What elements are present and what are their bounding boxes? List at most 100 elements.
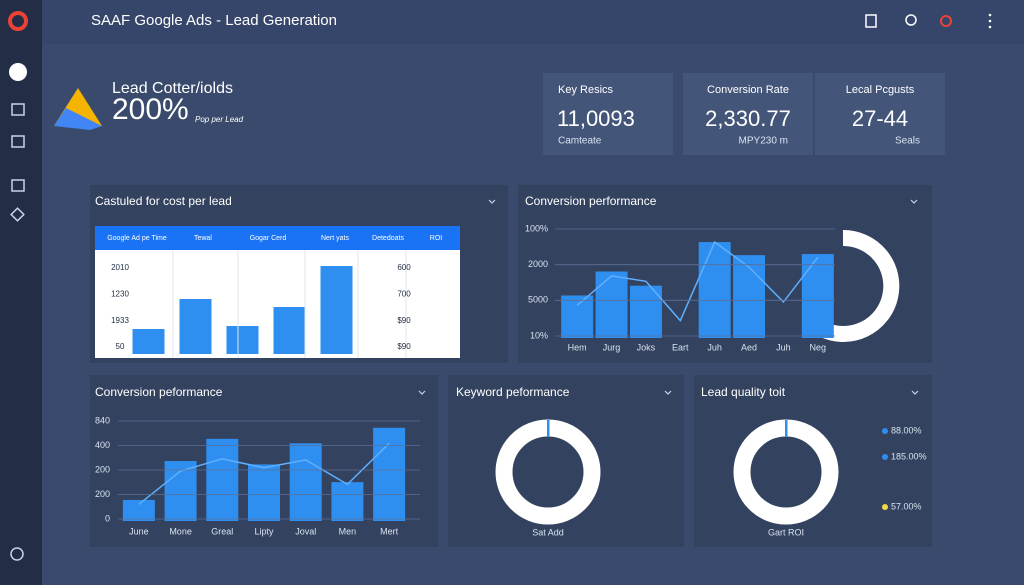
chevron xyxy=(910,199,918,204)
kpi-card xyxy=(683,73,813,155)
line xyxy=(138,442,390,505)
donut xyxy=(818,229,900,342)
search-icon[interactable] xyxy=(905,14,917,26)
donut-caption: Sat Add xyxy=(532,527,564,537)
menu-icon[interactable] xyxy=(988,19,992,23)
bar xyxy=(373,427,406,521)
table-column: Tewal xyxy=(194,235,212,242)
kpi-card xyxy=(543,73,673,155)
x-tick-label: Hem xyxy=(568,342,587,352)
donut-segment xyxy=(547,420,550,437)
y-label: 400 xyxy=(95,440,110,450)
hero-logo xyxy=(54,108,102,130)
legend-swatch xyxy=(882,454,888,460)
x-tick-label: June xyxy=(129,526,149,536)
x-tick-label: Mert xyxy=(380,526,398,536)
table-column: ROI xyxy=(430,235,443,242)
chevron xyxy=(418,390,426,395)
logo[interactable] xyxy=(8,11,28,31)
bar xyxy=(561,295,594,338)
bar xyxy=(595,271,628,338)
bar xyxy=(226,326,259,354)
x-tick-label: Juh xyxy=(776,342,791,352)
y-label: 840 xyxy=(95,415,110,425)
x-tick-label: Joks xyxy=(637,342,656,352)
nav-icon[interactable] xyxy=(11,179,25,192)
kpi-value: 27-44 xyxy=(852,106,908,131)
hero-caption: Pop per Lead xyxy=(195,115,244,124)
panel-title: Lead quality toit xyxy=(701,385,786,399)
bar xyxy=(320,266,353,354)
bar xyxy=(331,482,364,521)
grid-icon[interactable] xyxy=(865,14,877,28)
x-tick-label: Eart xyxy=(672,342,689,352)
charts: Hem Jurg Joks Eart Juh Aed Juh Neg June Mone Greal… xyxy=(122,240,834,536)
donut-caption: Gart ROI xyxy=(768,527,804,537)
bar xyxy=(289,443,322,521)
donut-segment xyxy=(785,420,788,437)
kpi-caption: Seals xyxy=(895,136,920,147)
y-label: 100% xyxy=(525,223,548,233)
legend-label: 57.00% xyxy=(891,501,922,511)
kpi-caption: MPY230 m xyxy=(739,136,788,147)
nav-icon[interactable] xyxy=(10,207,25,222)
table-column: Google Ad pe Time xyxy=(107,235,167,242)
x-tick-label: Lipty xyxy=(254,526,274,536)
kpi-caption: Camteate xyxy=(558,136,602,147)
y-label: 50 xyxy=(116,342,125,351)
sidebar xyxy=(0,0,42,585)
x-tick-label: Juh xyxy=(707,342,722,352)
x-tick-label: Neg xyxy=(810,342,827,352)
chevron xyxy=(664,390,672,395)
y-label: 5000 xyxy=(528,295,548,305)
chevron xyxy=(488,199,496,204)
table-column: Nert yats xyxy=(321,235,350,242)
nav-icon[interactable] xyxy=(9,63,27,81)
y-label: 2010 xyxy=(111,263,129,272)
x-tick-label: Jurg xyxy=(603,342,621,352)
kpi-card xyxy=(815,73,945,155)
app-title: SAAF Google Ads - Lead Generation xyxy=(91,12,337,29)
x-tick-label: Aed xyxy=(741,342,757,352)
table-column: Detedoats xyxy=(372,235,404,242)
kpi-label: Key Resics xyxy=(558,84,614,96)
nav-icon[interactable] xyxy=(11,103,25,116)
bar xyxy=(698,242,731,338)
y-label: 700 xyxy=(397,289,411,298)
hero-title: Lead Cotter/iolds xyxy=(112,80,233,97)
y-label: $90 xyxy=(397,342,411,351)
y-label: 0 xyxy=(105,513,110,523)
bar xyxy=(206,438,239,521)
table-column: Gogar Cerd xyxy=(250,235,287,242)
y-label: 200 xyxy=(95,464,110,474)
legend-swatch xyxy=(882,504,888,510)
table-header xyxy=(95,226,460,250)
panel-title: Castuled for cost per lead xyxy=(95,194,232,208)
hero-value: 200% xyxy=(112,93,189,126)
top-bar xyxy=(42,0,1024,44)
y-label: 2000 xyxy=(528,259,548,269)
kpi-value: 11,0093 xyxy=(557,106,635,131)
account-icon[interactable] xyxy=(940,15,952,27)
panel-title: Conversion performance xyxy=(525,194,657,208)
x-tick-label: Greal xyxy=(211,526,233,536)
x-tick-label: Joval xyxy=(295,526,316,536)
x-tick-label: Men xyxy=(339,526,357,536)
line xyxy=(576,240,819,322)
panel-title: Keyword peformance xyxy=(456,385,570,399)
legend-label: 88.00% xyxy=(891,425,922,435)
menu-icon[interactable] xyxy=(988,25,992,29)
bar xyxy=(801,254,834,338)
bar xyxy=(122,499,155,521)
y-label: $90 xyxy=(397,316,411,325)
bar xyxy=(132,329,165,354)
menu-icon[interactable] xyxy=(988,13,992,17)
legend-swatch xyxy=(882,428,888,434)
x-tick-label: Mone xyxy=(169,526,192,536)
nav-icon[interactable] xyxy=(11,135,25,148)
panel xyxy=(694,375,932,547)
y-label: 1230 xyxy=(111,289,129,298)
power-icon[interactable] xyxy=(10,547,24,561)
bar xyxy=(248,464,280,521)
